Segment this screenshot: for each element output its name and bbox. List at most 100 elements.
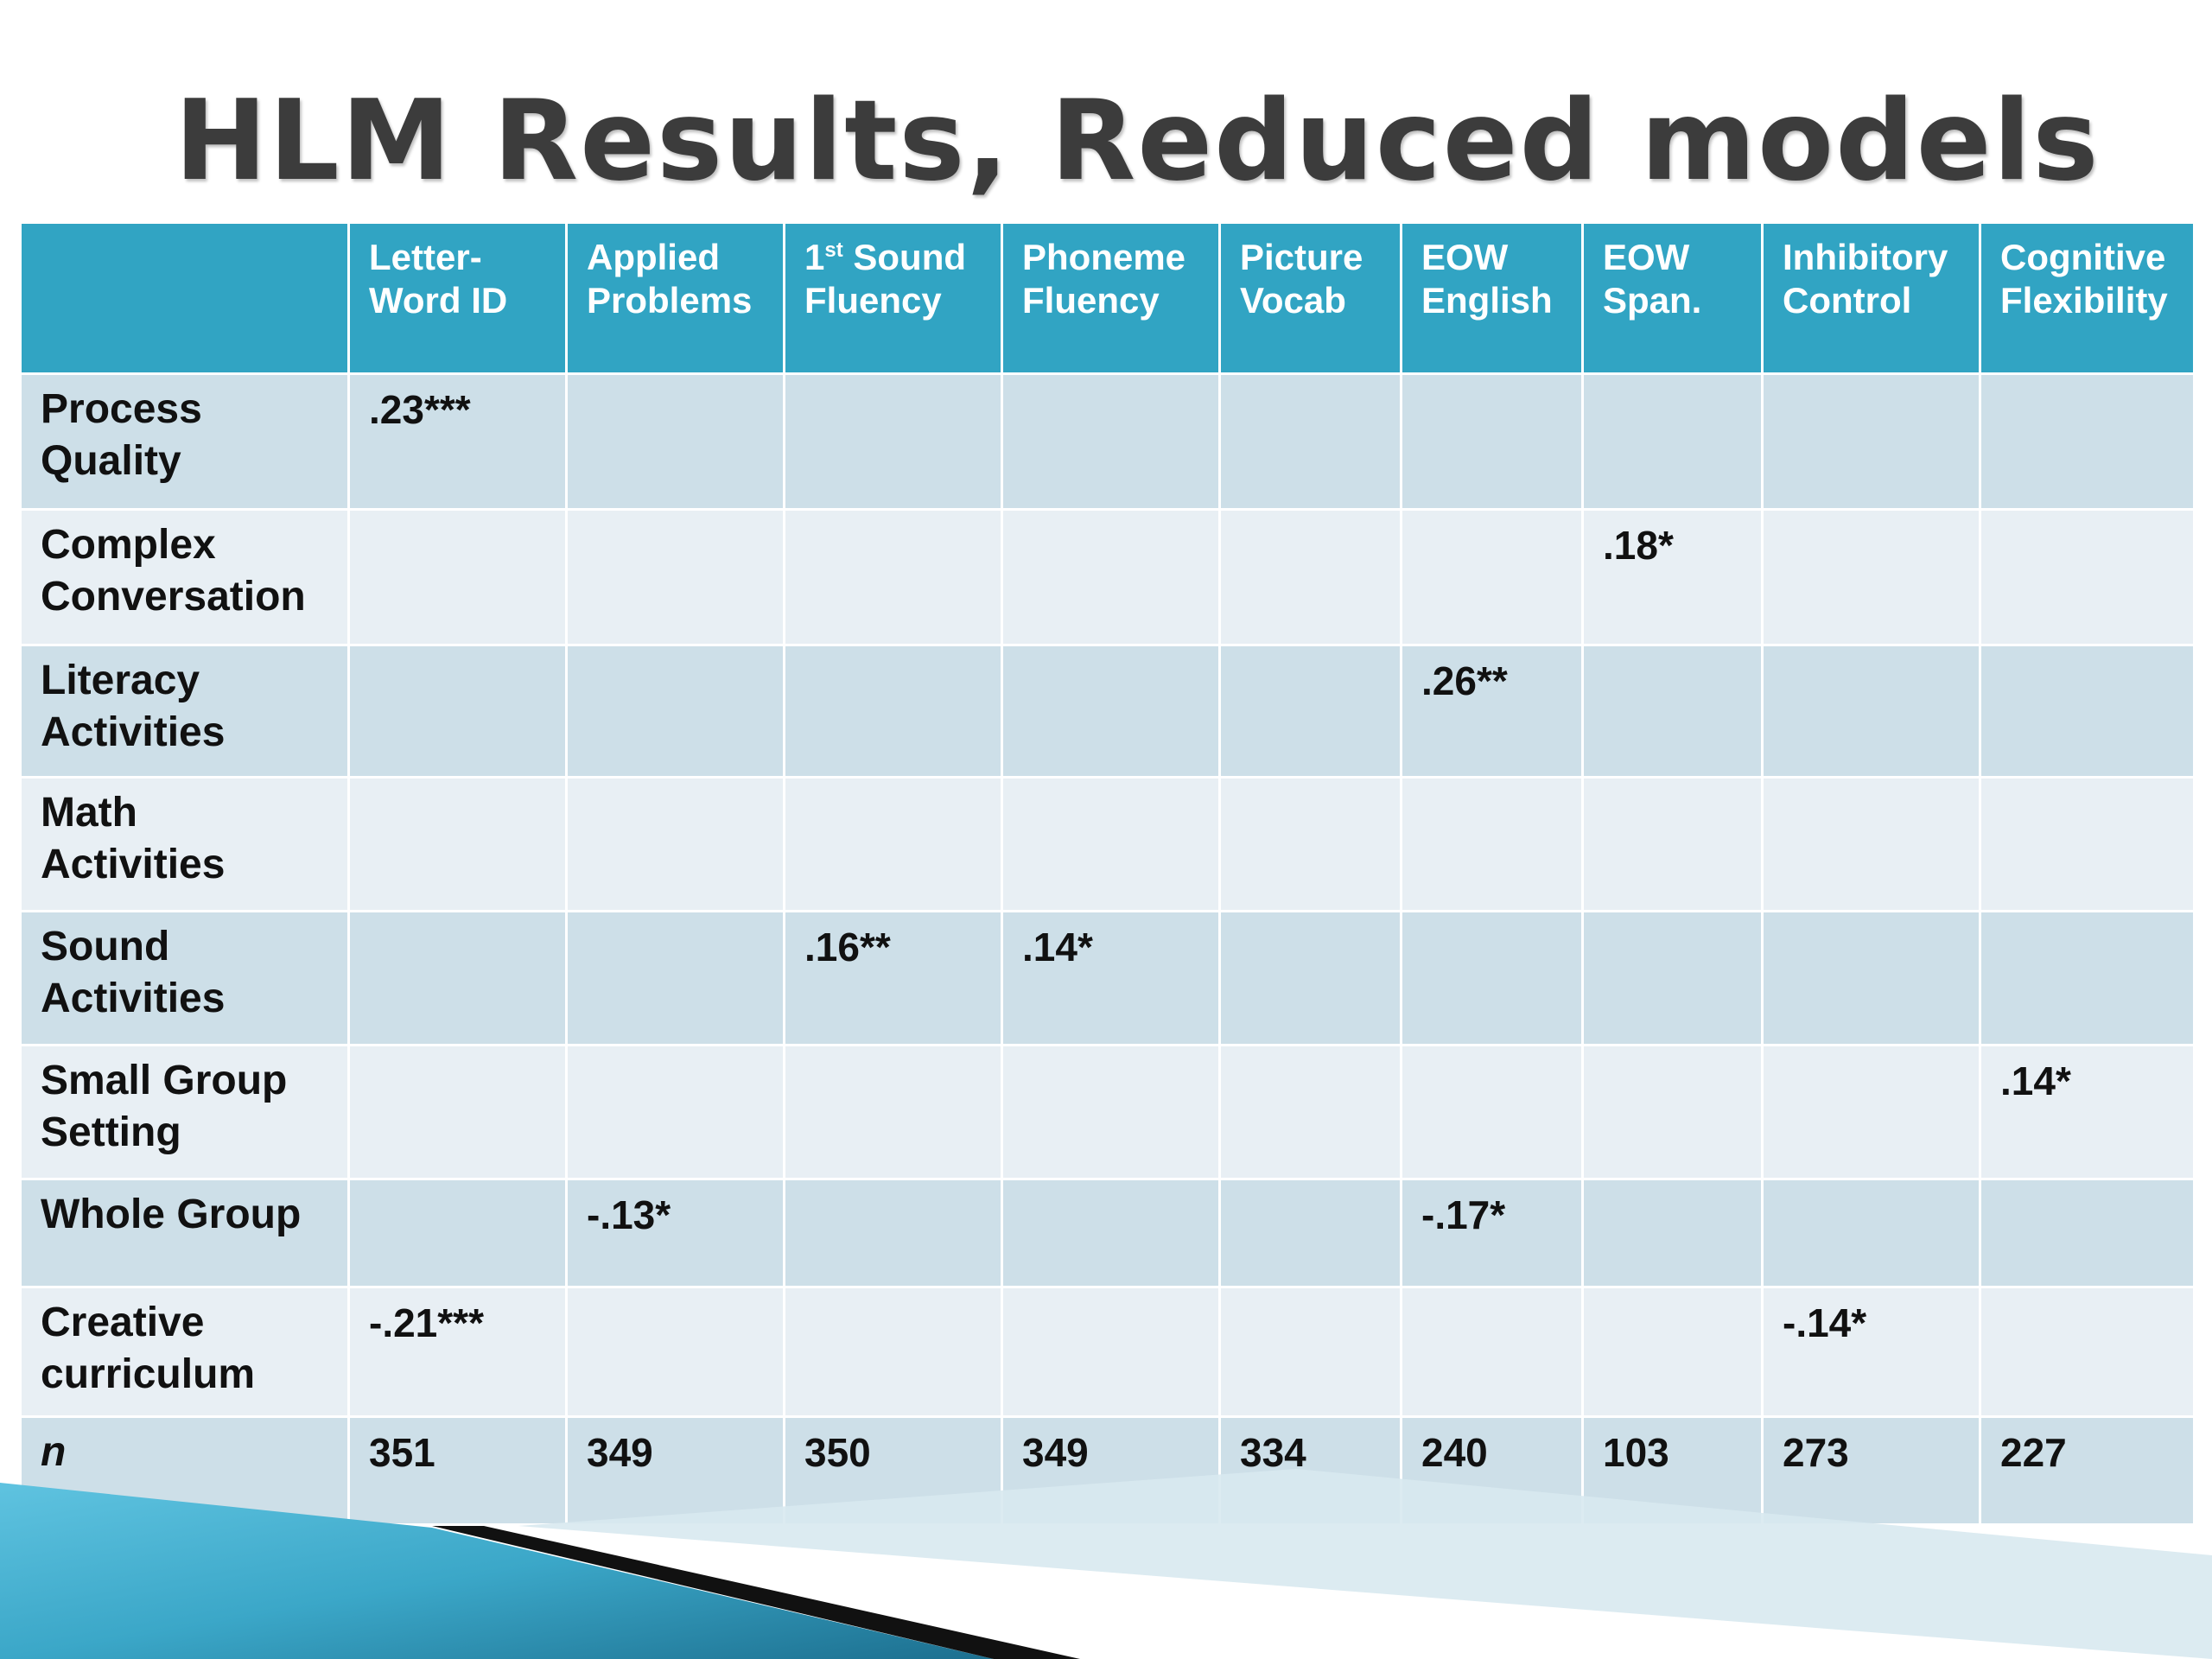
- table-cell: [347, 1044, 568, 1180]
- table-cell: [1581, 644, 1764, 779]
- table-cell: [783, 1286, 1003, 1418]
- table-row: Small Group Setting .14*: [19, 1044, 2196, 1180]
- col-header-letter-word-id: Letter- Word ID: [347, 221, 568, 375]
- table-row: Literacy Activities .26**: [19, 644, 2196, 779]
- col-header-picture-vocab: Picture Vocab: [1218, 221, 1402, 375]
- table-cell: [783, 1178, 1003, 1288]
- table-cell: [1001, 1286, 1221, 1418]
- table-cell: [1581, 1286, 1764, 1418]
- table-cell: [565, 1286, 785, 1418]
- table-row: Sound Activities .16** .14*: [19, 910, 2196, 1046]
- table-cell: [565, 508, 785, 646]
- table-cell: 273: [1761, 1415, 1981, 1526]
- table-cell: [1979, 508, 2196, 646]
- col-header-first-sound-fluency: 1st Sound Fluency: [783, 221, 1003, 375]
- table-cell: [1979, 1178, 2196, 1288]
- table-cell: [783, 508, 1003, 646]
- table-cell: [1761, 508, 1981, 646]
- table-cell: [1001, 644, 1221, 779]
- table-cell: -.13*: [565, 1178, 785, 1288]
- table-cell: [347, 1178, 568, 1288]
- table-cell: .18*: [1581, 508, 1764, 646]
- table-cell: .26**: [1400, 644, 1584, 779]
- table-cell: [347, 644, 568, 779]
- table-cell: [1218, 1286, 1402, 1418]
- col-header-phoneme-fluency: Phoneme Fluency: [1001, 221, 1221, 375]
- table-cell: [1979, 372, 2196, 511]
- row-label-sound-activities: Sound Activities: [19, 910, 350, 1046]
- table-cell: [1218, 372, 1402, 511]
- table-cell: [1400, 1044, 1584, 1180]
- table-cell: [1581, 1178, 1764, 1288]
- table-cell: [1218, 508, 1402, 646]
- table-cell: [1218, 910, 1402, 1046]
- table-cell: -.21***: [347, 1286, 568, 1418]
- table-cell: [565, 644, 785, 779]
- table-cell: [783, 372, 1003, 511]
- table-cell: [1400, 1286, 1584, 1418]
- table-cell: [1979, 910, 2196, 1046]
- table-cell: [1581, 910, 1764, 1046]
- table-cell: .16**: [783, 910, 1003, 1046]
- table-cell: [1400, 372, 1584, 511]
- row-label-small-group-setting: Small Group Setting: [19, 1044, 350, 1180]
- table-cell: [1761, 910, 1981, 1046]
- row-label-whole-group: Whole Group: [19, 1178, 350, 1288]
- slide-footer-decoration: [0, 1469, 2212, 1659]
- table-cell: [1400, 910, 1584, 1046]
- row-label-process-quality: Process Quality: [19, 372, 350, 511]
- table-cell: [783, 644, 1003, 779]
- col-header-eow-span: EOW Span.: [1581, 221, 1764, 375]
- results-table: Letter- Word ID Applied Problems 1st Sound…: [19, 221, 2196, 1526]
- col-header-eow-english: EOW English: [1400, 221, 1584, 375]
- table-cell: [347, 776, 568, 912]
- table-cell: [1761, 644, 1981, 779]
- table-cell: [1218, 776, 1402, 912]
- table-cell: [1581, 776, 1764, 912]
- table-cell: .14*: [1979, 1044, 2196, 1180]
- table-row: Math Activities: [19, 776, 2196, 912]
- table-cell: [347, 910, 568, 1046]
- table-cell: [1761, 372, 1981, 511]
- table-cell: [1400, 508, 1584, 646]
- corner-cell: [19, 221, 350, 375]
- table-cell: -.17*: [1400, 1178, 1584, 1288]
- table-cell: [565, 1044, 785, 1180]
- table-cell: [565, 372, 785, 511]
- table-cell: [1218, 644, 1402, 779]
- row-label-complex-conversation: Complex Conversation: [19, 508, 350, 646]
- table-cell: 351: [347, 1415, 568, 1526]
- table-row: Creative curriculum -.21*** -.14*: [19, 1286, 2196, 1418]
- table-row: Complex Conversation .18*: [19, 508, 2196, 646]
- table-cell: 227: [1979, 1415, 2196, 1526]
- table-cell: -.14*: [1761, 1286, 1981, 1418]
- table-cell: [1761, 1178, 1981, 1288]
- table-cell: [565, 776, 785, 912]
- table-cell: .23***: [347, 372, 568, 511]
- table-cell: [1001, 776, 1221, 912]
- col-header-cognitive-flexibility: Cognitive Flexibility: [1979, 221, 2196, 375]
- table-cell: 349: [565, 1415, 785, 1526]
- header-row: Letter- Word ID Applied Problems 1st Sound…: [19, 221, 2196, 375]
- table-cell: [1218, 1044, 1402, 1180]
- table-cell: [1001, 1178, 1221, 1288]
- table-cell: [1581, 372, 1764, 511]
- table-cell: [1979, 644, 2196, 779]
- row-label-literacy-activities: Literacy Activities: [19, 644, 350, 779]
- table-cell: [1761, 1044, 1981, 1180]
- table-cell: [1400, 776, 1584, 912]
- table-cell: [1001, 372, 1221, 511]
- table-cell: [1001, 508, 1221, 646]
- table-row: Whole Group -.13* -.17*: [19, 1178, 2196, 1288]
- page-title: HLM Results, Reduced models: [175, 77, 2101, 206]
- row-label-creative-curriculum: Creative curriculum: [19, 1286, 350, 1418]
- table-cell: [1979, 776, 2196, 912]
- table-cell: [783, 1044, 1003, 1180]
- table-cell: [1218, 1178, 1402, 1288]
- table-cell: [783, 776, 1003, 912]
- table-cell: [347, 508, 568, 646]
- table-cell: [1581, 1044, 1764, 1180]
- table-cell: [1001, 1044, 1221, 1180]
- table-cell: [1761, 776, 1981, 912]
- table-cell: [1979, 1286, 2196, 1418]
